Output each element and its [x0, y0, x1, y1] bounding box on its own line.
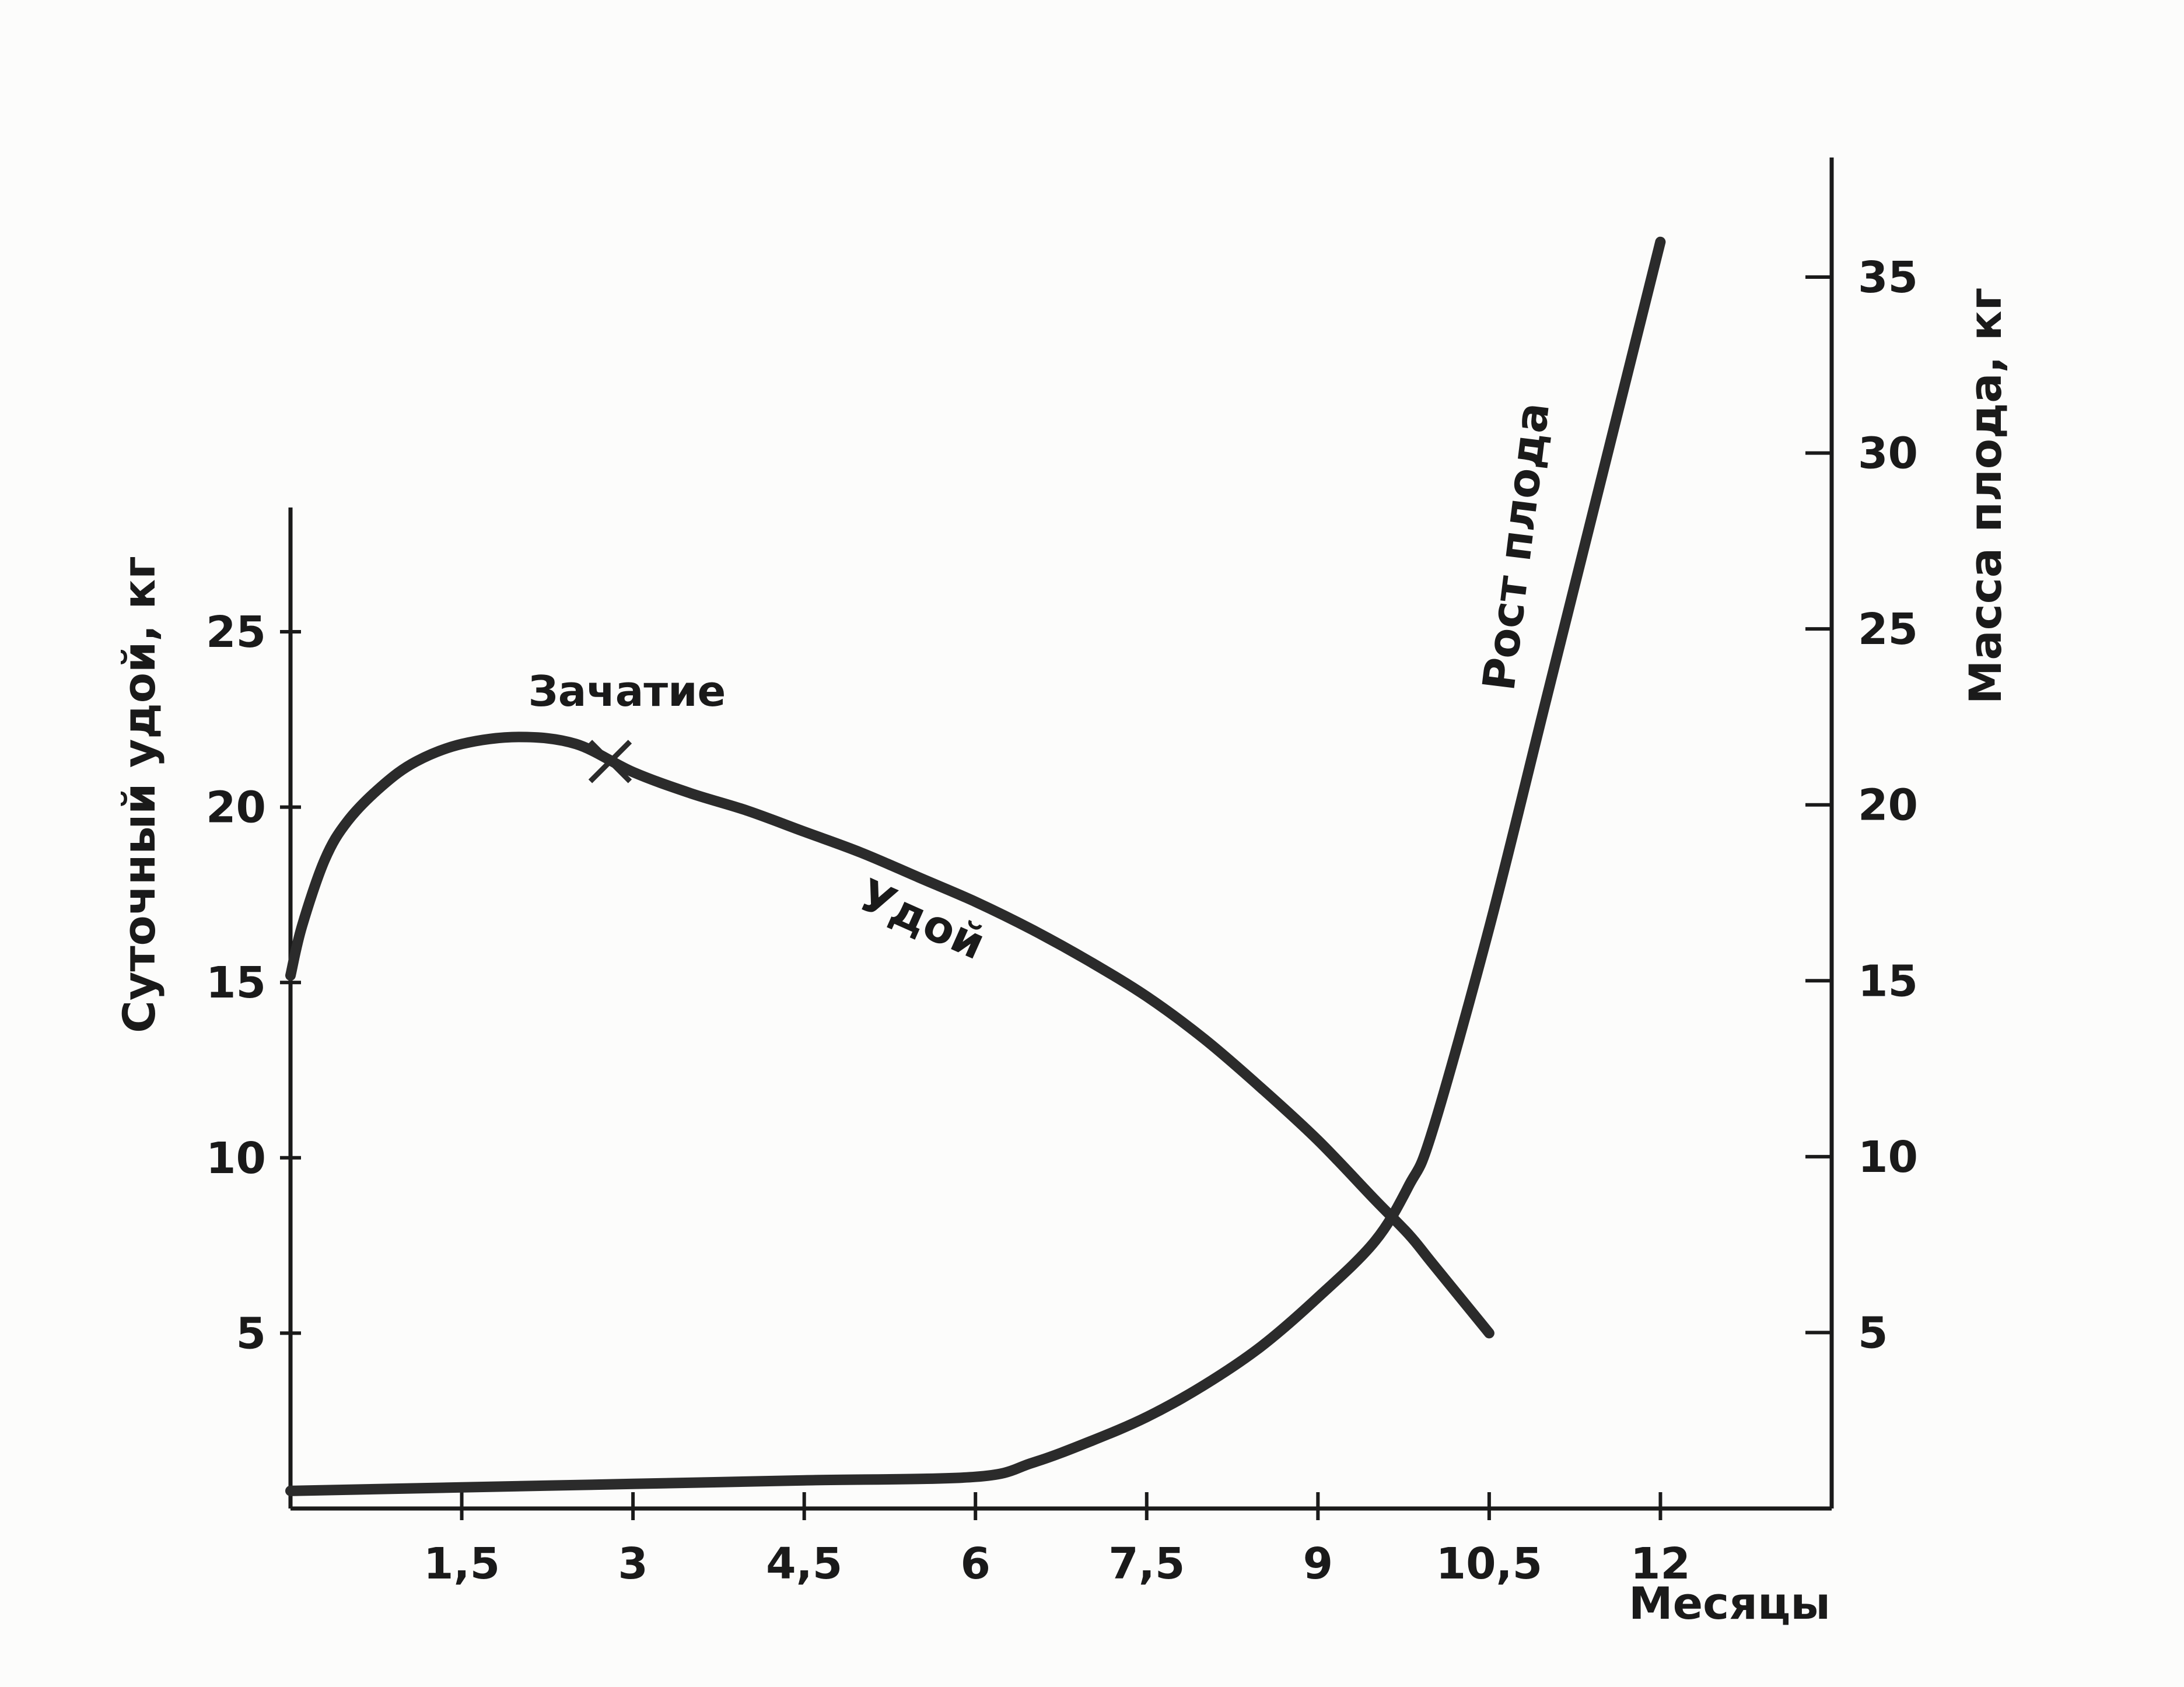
- y-left-tick-label: 20: [206, 783, 266, 833]
- x-tick-label: 9: [1303, 1539, 1334, 1589]
- fetal-growth-series-label: Рост плода: [1472, 400, 1559, 694]
- series-layer: [285, 236, 1666, 1496]
- conception-marker: [588, 740, 632, 783]
- x-tick-label: 10,5: [1436, 1539, 1543, 1589]
- x-tick-label: 1,5: [424, 1539, 500, 1589]
- y-right-tick-label: 15: [1858, 956, 1918, 1006]
- y-right-tick-label: 20: [1858, 780, 1918, 831]
- x-tick-label: 6: [960, 1539, 991, 1589]
- y-left-tick-label: 5: [236, 1308, 267, 1359]
- milk-yield-line: [285, 732, 1494, 1339]
- y-right-tick-label: 25: [1858, 604, 1918, 654]
- x-tick-label: 7,5: [1108, 1539, 1185, 1589]
- y-right-tick-label: 35: [1858, 253, 1918, 303]
- y-left-tick-label: 10: [206, 1133, 266, 1184]
- x-axis-label: Месяцы: [1629, 1577, 1831, 1629]
- y-axis-label-right: Масса плода, кг: [1959, 288, 2011, 704]
- y-right-tick-label: 30: [1858, 429, 1918, 479]
- y-left-tick-label: 25: [206, 607, 266, 657]
- y-axis-label-left: Суточный удой, кг: [113, 556, 165, 1033]
- axes: [280, 158, 1834, 1520]
- conception-annotation: Зачатие: [528, 667, 726, 716]
- x-tick-label: 12: [1630, 1539, 1690, 1589]
- y-right-tick-label: 10: [1858, 1132, 1918, 1182]
- x-tick-label: 4,5: [766, 1539, 842, 1589]
- y-right-tick-label: 5: [1858, 1308, 1888, 1358]
- x-tick-label: 3: [618, 1539, 648, 1589]
- y-left-tick-label: 15: [206, 958, 266, 1008]
- fetal-growth-line: [285, 236, 1666, 1496]
